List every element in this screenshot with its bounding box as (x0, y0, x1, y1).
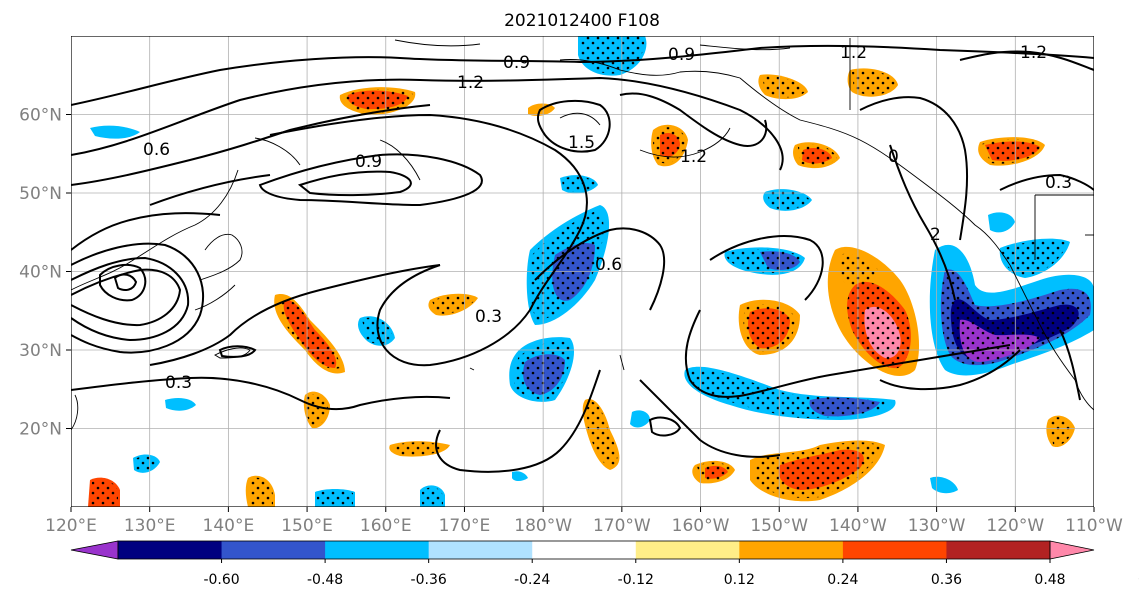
colorbar-segment (428, 541, 533, 559)
colorbar-tick-label: -0.24 (514, 572, 550, 588)
lon-tick-label: 120°W (986, 516, 1044, 536)
colorbar-tick-label: 0.48 (1034, 572, 1065, 588)
contour-label: 1.5 (568, 133, 595, 153)
contour-label: 1.2 (1020, 43, 1047, 63)
colorbar-segment (221, 541, 326, 559)
colorbar-segment (842, 541, 947, 559)
lon-tick-label: 150°W (750, 516, 808, 536)
map-title: 2021012400 F108 (504, 11, 660, 31)
lon-tick-label: 130°W (908, 516, 966, 536)
colorbar-segment (532, 541, 637, 559)
colorbar-tick-label: 0.12 (724, 572, 755, 588)
lon-tick-label: 110°W (1065, 516, 1123, 536)
colorbar-extend-min (70, 540, 119, 560)
lat-tick-label: 20°N (19, 420, 62, 440)
lon-tick-label: 180°W (514, 516, 572, 536)
contour-label: 1.2 (680, 147, 707, 167)
colorbar-tick-label: -0.12 (618, 572, 654, 588)
significance-stippling (90, 36, 1091, 507)
contour-label: 0.9 (668, 45, 695, 65)
lon-tick-label: 160°E (360, 516, 412, 536)
colorbar-tick-label: 0.36 (931, 572, 962, 588)
colorbar-segment (739, 541, 844, 559)
latitude-labels: 20°N 30°N 40°N 50°N 60°N (19, 106, 71, 440)
colorbar-labels: -0.60 -0.48 -0.36 -0.24 -0.12 0.12 0.24 0.36 0.4… (203, 559, 1139, 588)
contour-labels: 0.9 0.9 1.2 1.2 1.2 1.5 0.6 0.9 1.2 0.3 … (143, 43, 1072, 393)
lon-tick-label: 140°E (203, 516, 255, 536)
colorbar-tick-label: 0.24 (827, 572, 858, 588)
lat-tick-label: 50°N (19, 184, 62, 204)
contour-label: 0.3 (475, 307, 502, 327)
contour-label: 0.6 (143, 140, 170, 160)
lon-tick-label: 120°E (45, 516, 97, 536)
gridlines (71, 36, 1094, 507)
colorbar-tick-label: 0.60 (1138, 572, 1139, 588)
colorbar-tick-label: -0.60 (203, 572, 239, 588)
contour-label: 0.3 (165, 373, 192, 393)
colorbar-tick-label: -0.36 (411, 572, 447, 588)
colorbar (70, 540, 1095, 560)
longitude-labels: 120°E 130°E 140°E 150°E 160°E 170°E 180°W 170°W… (45, 507, 1123, 536)
lon-tick-label: 160°W (672, 516, 730, 536)
contour-label: 1.2 (457, 73, 484, 93)
colorbar-outline (117, 540, 1051, 560)
lat-tick-label: 60°N (19, 106, 62, 126)
colorbar-segment (946, 541, 1051, 559)
lon-tick-label: 170°E (439, 516, 491, 536)
lat-tick-label: 40°N (19, 263, 62, 283)
contour-label: 0.9 (503, 53, 530, 73)
contour-label: 2 (930, 225, 941, 245)
contour-label: 0.3 (1045, 173, 1072, 193)
lon-tick-label: 150°E (281, 516, 333, 536)
colorbar-extend-max (1049, 540, 1095, 560)
colorbar-segment (118, 541, 223, 559)
contour-label: 0 (888, 147, 899, 167)
contour-label: 0.9 (355, 152, 382, 172)
lon-tick-label: 140°W (829, 516, 887, 536)
lat-tick-label: 30°N (19, 341, 62, 361)
contour-label: 1.2 (840, 43, 867, 63)
contour-lines (71, 44, 1094, 473)
lon-tick-label: 170°W (593, 516, 651, 536)
lon-tick-label: 130°E (124, 516, 176, 536)
colorbar-tick-label: -0.48 (307, 572, 343, 588)
colorbar-segment (635, 541, 740, 559)
contour-label: 0.6 (595, 255, 622, 275)
colorbar-segment (325, 541, 430, 559)
map-area: 0.9 0.9 1.2 1.2 1.2 1.5 0.6 0.9 1.2 0.3 … (71, 36, 1094, 507)
